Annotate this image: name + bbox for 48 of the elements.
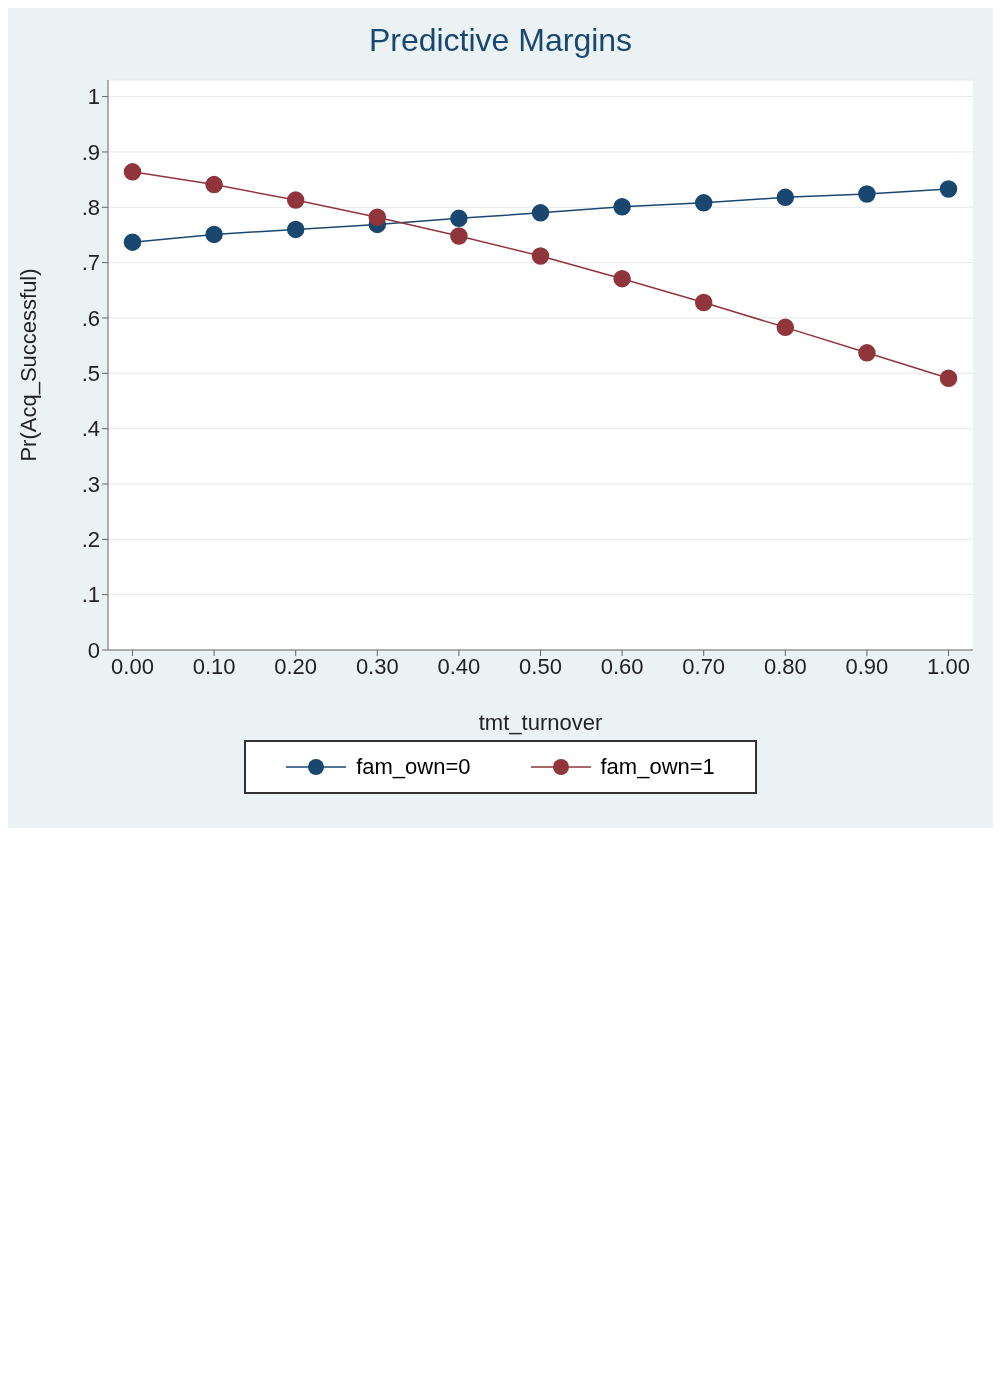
y-tick-label: 0 (87, 637, 100, 663)
point (450, 209, 468, 228)
point (858, 344, 876, 362)
point (123, 233, 142, 251)
point (613, 269, 631, 288)
y-tick-label: .2 (81, 527, 100, 553)
point (531, 247, 550, 265)
y-tick-label: .9 (81, 139, 100, 165)
point (450, 227, 468, 245)
point (694, 293, 713, 312)
point (694, 194, 713, 212)
point (939, 369, 958, 388)
point (123, 163, 142, 181)
y-tick-label: .3 (81, 471, 100, 497)
point (776, 318, 795, 337)
point (776, 188, 795, 207)
point (286, 191, 305, 209)
legend-label: fam_own=1 (599, 754, 715, 780)
point (531, 204, 550, 222)
x-tick-label: 0.80 (763, 653, 807, 679)
chart-title: Predictive Margins (367, 21, 634, 60)
y-tick-label: .4 (81, 416, 100, 442)
x-tick-label: 1.00 (927, 653, 970, 679)
point (205, 225, 223, 244)
point (858, 185, 876, 203)
y-tick-label: .1 (81, 582, 100, 608)
x-tick-label: 0.50 (519, 653, 562, 679)
y-tick-label: .5 (81, 361, 100, 387)
legend-label: fam_own=0 (355, 754, 471, 780)
y-tick-label: .7 (81, 250, 100, 276)
x-tick-label: 0.00 (111, 653, 154, 679)
point (613, 197, 631, 216)
point (205, 175, 223, 194)
x-tick-label: 0.40 (437, 653, 481, 679)
x-axis-title: tmt_turnover (478, 710, 603, 735)
x-tick-label: 0.30 (355, 653, 399, 679)
point (286, 220, 305, 239)
y-tick-label: 1 (87, 84, 100, 110)
y-axis-title: Pr(Acq_Successful) (15, 268, 41, 462)
x-tick-label: 0.90 (845, 653, 889, 679)
x-tick-label: 0.20 (274, 653, 318, 679)
x-tick-label: 0.70 (682, 653, 726, 679)
y-tick-label: .6 (81, 305, 100, 331)
x-tick-label: 0.60 (600, 653, 644, 679)
point (939, 180, 958, 198)
x-tick-label: 0.10 (192, 653, 236, 679)
y-tick-label: .8 (81, 195, 100, 221)
point (368, 208, 387, 226)
